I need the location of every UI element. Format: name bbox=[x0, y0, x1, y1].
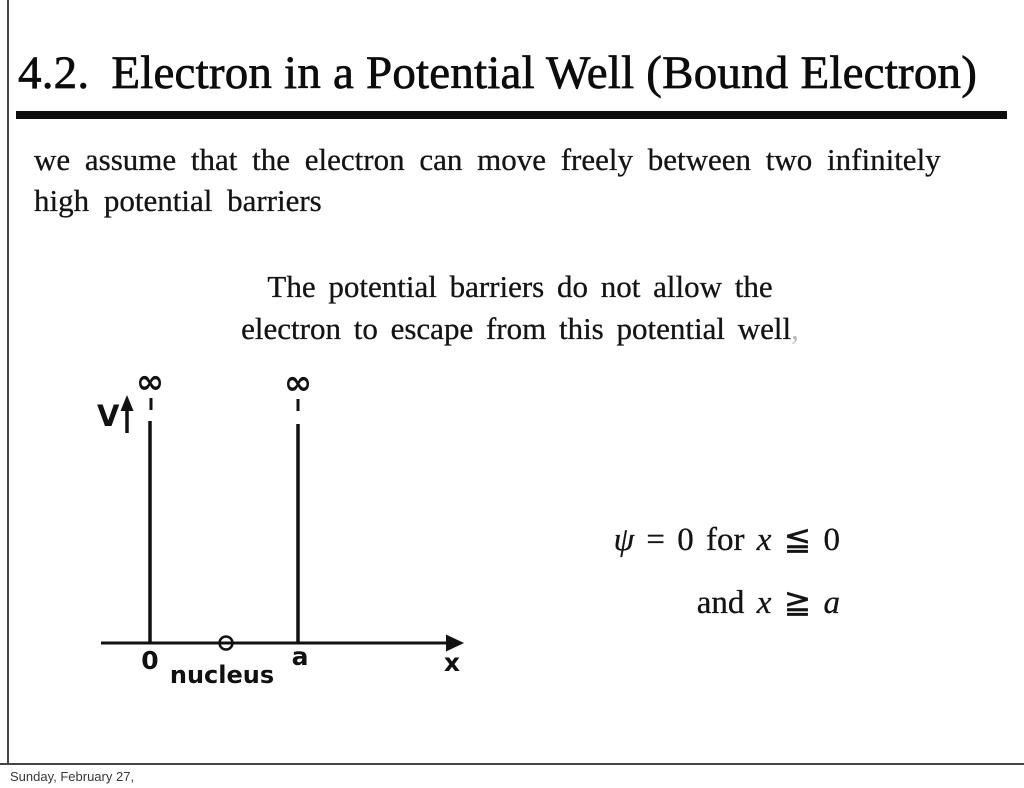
section-number: 4.2. bbox=[18, 47, 90, 100]
eq1-mid: = 0 for bbox=[646, 522, 745, 558]
origin-label: 0 bbox=[141, 646, 158, 675]
slide-bottom-border bbox=[0, 763, 1024, 765]
center-line-1: The potential barriers do not allow the bbox=[267, 269, 773, 304]
v-axis-arrow-head-icon bbox=[120, 395, 134, 411]
eq1-variable: x bbox=[756, 522, 772, 558]
footer-date-line1: Sunday, February 27, bbox=[10, 769, 135, 784]
intro-line-1: we assume that the electron can move fre… bbox=[34, 142, 941, 177]
v-axis-label: V bbox=[97, 399, 120, 433]
footer-date: Sunday, February 27, 2011 bbox=[10, 769, 134, 788]
title-text: Electron in a Potential Well (Bound Elec… bbox=[111, 47, 978, 100]
eq2-and: and bbox=[696, 585, 745, 621]
slide-left-border bbox=[7, 0, 9, 763]
boundary-conditions: ψ = 0 for x ≦ 0 and x ≧ a bbox=[560, 509, 840, 635]
nucleus-label: nucleus bbox=[170, 661, 274, 689]
nucleus-marker-icon bbox=[218, 635, 234, 651]
intro-line-2: high potential barriers bbox=[34, 183, 322, 218]
psi-symbol: ψ bbox=[613, 522, 635, 558]
center-line-2: electron to escape from this potential w… bbox=[120, 308, 920, 350]
x-axis-arrow-head-icon bbox=[446, 634, 464, 652]
x-axis-label: x bbox=[444, 648, 460, 677]
infinity-left-icon: ∞ bbox=[136, 362, 164, 402]
page-title: 4.2. Electron in a Potential Well (Bound … bbox=[18, 46, 978, 100]
eq2-value: a bbox=[823, 585, 840, 621]
well-width-label: a bbox=[292, 642, 309, 671]
eq1-value: 0 bbox=[823, 522, 840, 558]
center-paragraph: The potential barriers do not allow the … bbox=[120, 266, 920, 349]
footer-date-line2: 2011 bbox=[10, 785, 134, 788]
equation-line-2: and x ≧ a bbox=[560, 572, 841, 635]
title-rule bbox=[16, 111, 1007, 119]
eq1-relation: ≦ bbox=[783, 522, 812, 558]
equation-line-1: ψ = 0 for x ≦ 0 bbox=[560, 509, 840, 572]
faint-comma: , bbox=[791, 310, 799, 346]
eq2-relation: ≧ bbox=[783, 585, 812, 621]
center-line-2-text: electron to escape from this potential w… bbox=[241, 310, 792, 346]
eq2-variable: x bbox=[756, 585, 772, 621]
intro-paragraph: we assume that the electron can move fre… bbox=[34, 139, 941, 221]
infinity-right-icon: ∞ bbox=[284, 363, 312, 403]
